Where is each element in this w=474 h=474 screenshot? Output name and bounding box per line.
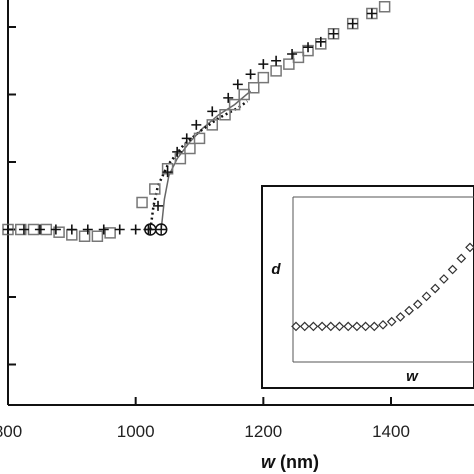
inset-diamond-point (352, 321, 362, 332)
inset-diamond-point (447, 264, 458, 275)
inset-diamond-point (456, 253, 467, 264)
square-point (270, 65, 282, 77)
inset-diamond-point (395, 312, 406, 322)
inset-diamond-point (465, 242, 474, 253)
main-data-marks (2, 1, 391, 242)
x-tick-label: 800 (0, 422, 22, 441)
plus-point (130, 224, 141, 235)
plus-point (207, 106, 218, 117)
inset-diamond-point (404, 305, 414, 316)
inset-diamond-point (317, 321, 327, 332)
inset-chart: d w (261, 185, 474, 389)
square-point (292, 51, 305, 64)
square-point (53, 226, 65, 238)
square-point (228, 98, 241, 111)
main-axes (7, 0, 474, 406)
x-tick-label: 1200 (244, 422, 282, 441)
plus-point (66, 224, 77, 235)
x-tick-label: 1000 (117, 422, 155, 441)
square-point (174, 152, 187, 165)
circle-plus-cross (155, 224, 167, 235)
plus-point (287, 49, 298, 59)
square-point (248, 82, 260, 94)
inset-frame (261, 185, 474, 389)
inset-diamond-point (430, 283, 441, 294)
plus-point (328, 28, 339, 39)
inset-diamond-point (360, 321, 371, 332)
plus-point (303, 42, 314, 53)
inset-diamond-point (291, 321, 301, 332)
plus-point (114, 224, 125, 235)
square-point (136, 196, 148, 209)
square-point (193, 132, 206, 145)
plus-point (162, 167, 173, 178)
plus-point (153, 200, 164, 211)
plus-point (3, 224, 13, 235)
square-point (91, 230, 104, 242)
inset-diamond-point (299, 321, 310, 332)
square-point (219, 109, 231, 121)
plus-point (34, 224, 45, 235)
square-point (206, 119, 219, 131)
inset-x-label: w (406, 368, 419, 385)
inset-diamond-point (343, 321, 354, 332)
square-point (238, 88, 250, 101)
plus-point (82, 224, 93, 235)
plus-point (181, 133, 192, 144)
plus-point (366, 8, 377, 19)
square-point (149, 183, 161, 195)
plus-point (223, 92, 234, 103)
x-axis-variable: w (261, 452, 276, 472)
plus-point (50, 224, 61, 235)
square-point (78, 230, 91, 242)
x-tick-label: 1400 (372, 422, 410, 441)
plus-point (191, 119, 202, 130)
plus-point (232, 79, 243, 90)
x-axis-unit: (nm) (275, 452, 319, 472)
inset-diamond-point (421, 291, 432, 302)
inset-diamond-point (412, 299, 423, 310)
plus-point (258, 59, 269, 70)
inset-diamond-point (439, 274, 449, 284)
inset-diamond-point (325, 321, 336, 332)
inset-diamond-point (308, 321, 319, 332)
square-point (104, 227, 116, 239)
plus-point (172, 146, 183, 157)
plus-point (315, 36, 326, 47)
plus-point (245, 69, 256, 80)
plus-point (18, 224, 29, 235)
square-point (283, 58, 295, 70)
inset-diamond-point (378, 319, 388, 330)
dotted-fit-line (149, 100, 249, 230)
square-point (257, 71, 270, 84)
circle-plus-cross (144, 224, 156, 235)
square-point (378, 1, 391, 13)
x-axis-title: w (nm) (261, 452, 319, 472)
inset-diamond-point (369, 321, 380, 332)
inset-data-marks (291, 242, 474, 332)
main-fit-lines (149, 90, 252, 230)
square-point (184, 142, 196, 155)
inset-diamond-point (334, 321, 345, 332)
inset-diamond-point (386, 316, 397, 327)
plus-point (271, 55, 282, 66)
x-tick-labels: 800 1000 1200 1400 (0, 422, 410, 441)
inset-y-label: d (271, 261, 281, 278)
plus-point (98, 224, 109, 235)
plus-point (347, 18, 358, 29)
